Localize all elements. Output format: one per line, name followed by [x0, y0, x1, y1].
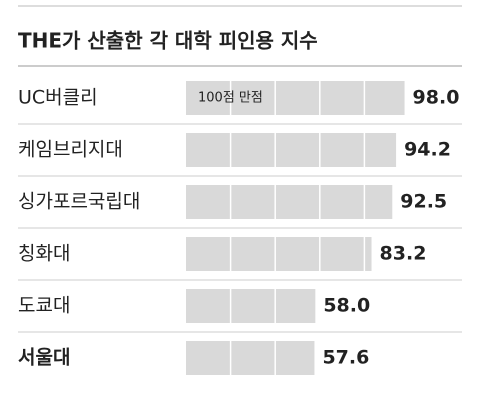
bar [186, 237, 372, 271]
category-label: UC버클리 [18, 87, 98, 109]
value-label: 98.0 [413, 87, 460, 109]
bar [186, 341, 315, 375]
category-label: 케임브리지대 [18, 139, 123, 161]
chart-title: THE가 산출한 각 대학 피인용 지수 [18, 29, 318, 53]
bar [186, 289, 316, 323]
annotation: 100점 만점 [198, 91, 263, 106]
value-label: 94.2 [404, 139, 451, 161]
value-label: 57.6 [322, 347, 369, 369]
category-label: 서울대 [18, 347, 70, 369]
value-label: 92.5 [400, 191, 447, 213]
bar [186, 133, 397, 167]
category-label: 칭화대 [18, 243, 70, 265]
value-label: 58.0 [323, 295, 370, 317]
bar [186, 81, 405, 115]
value-label: 83.2 [380, 243, 427, 265]
category-label: 싱가포르국립대 [18, 191, 140, 213]
bar [186, 185, 393, 219]
category-label: 도쿄대 [18, 295, 70, 317]
